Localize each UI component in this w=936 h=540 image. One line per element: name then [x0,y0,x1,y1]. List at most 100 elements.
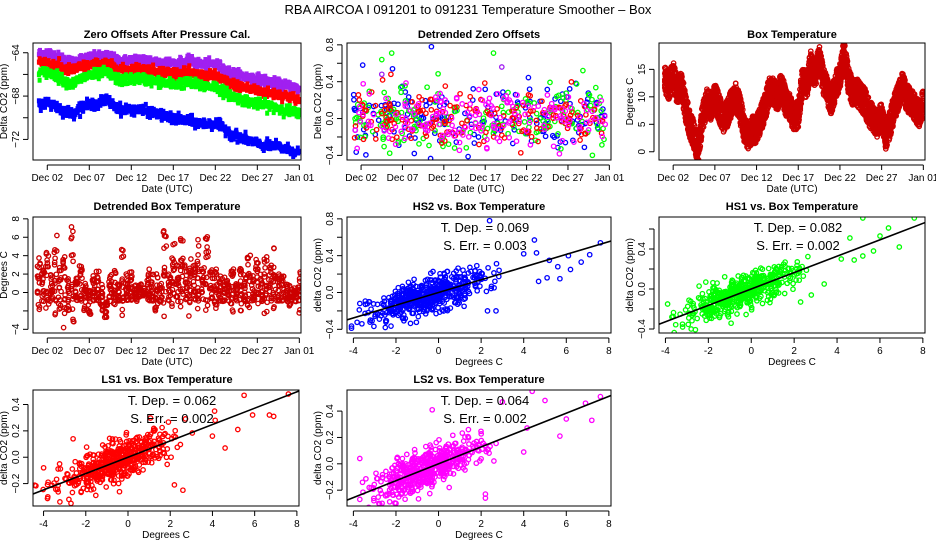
data-point-ls1 [391,120,398,127]
data-point-ls2 [368,122,374,129]
data-point-ls2 [459,101,466,107]
data-point-hs1 [589,96,595,103]
data-point-ls2 [423,121,430,127]
data-point-ls2 [456,139,463,146]
data-point-ls2 [378,71,385,78]
data-point-hs2 [235,139,240,145]
data-point-ls2 [456,147,463,154]
data-point-hs1 [56,80,61,86]
data-point-ls2 [556,150,563,157]
data-point-hs2 [81,108,86,114]
data-point-ls1 [539,98,545,105]
data-point-hs1 [397,84,404,91]
data-point-hs2 [100,101,105,107]
data-point-hs1 [381,143,387,150]
data-point-hs1 [490,50,497,56]
data-point-ls2 [402,100,408,107]
data-point-hs1 [598,107,605,114]
data-point-ls1 [481,80,488,86]
data-point-hs2 [549,132,556,139]
data-point-ls2 [433,110,440,117]
data-point-ls1 [454,104,460,110]
data-point-ls1 [408,135,414,142]
data-point-ls2 [132,59,137,65]
data-point-ls1 [387,106,394,113]
data-point-ls2 [448,115,455,122]
data-point-hs1 [241,98,246,104]
data-point-hs2 [359,62,366,68]
data-point-hs2 [243,129,248,135]
data-point-hs2 [581,144,588,151]
data-point-ls1 [295,94,300,100]
data-point-ls1 [212,68,217,74]
data-point-hs2 [375,117,382,124]
data-point-ls1 [373,126,380,133]
data-point-hs1 [580,67,586,74]
data-point-ls2 [438,134,445,141]
x-tick-label: Dec 27 [241,173,273,184]
data-point-ls1 [428,106,435,113]
data-point-ls2 [545,113,551,120]
data-point-box [686,107,693,114]
data-point-hs2 [389,65,396,72]
data-point-hs1 [440,143,446,150]
data-point-hs1 [522,96,529,102]
data-point-ls1 [147,64,152,70]
data-point-ls2 [411,111,418,117]
plot-frame [346,42,612,161]
data-point-hs2 [475,134,482,140]
data-point-box [684,99,691,106]
data-point-hs1 [589,152,596,159]
data-point-hs2 [193,125,198,131]
data-point-ls1 [417,108,424,114]
data-point-ls1 [567,112,574,119]
data-point-ls1 [498,132,505,139]
data-point-ls1 [388,71,394,78]
data-point-ls1 [423,110,429,117]
x-tick-label: Dec 07 [73,173,105,184]
data-point-ls2 [513,138,520,145]
data-point-hs1 [490,130,497,137]
data-point-hs1 [37,77,42,83]
data-point-ls2 [43,53,48,59]
data-point-ls2 [519,99,526,106]
data-point-ls2 [296,86,301,92]
data-point-hs1 [265,110,270,116]
data-point-ls2 [432,94,439,100]
data-point-hs2 [136,104,141,110]
data-point-box [698,133,705,140]
data-point-ls1 [442,120,449,127]
data-point-ls2 [496,138,503,145]
data-point-ls2 [408,126,415,133]
data-point-ls2 [498,64,505,70]
data-point-hs2 [395,101,401,108]
data-point-hs2 [405,94,412,100]
data-point-hs1 [263,96,267,102]
panel-title: Zero Offsets After Pressure Cal. [84,29,250,41]
x-tick-label: Dec 22 [511,173,543,184]
data-point-hs1 [390,106,397,113]
data-point-hs2 [482,86,489,93]
data-point-ls2 [601,113,608,120]
data-point-ls2 [571,139,577,145]
data-point-ls2 [392,123,399,130]
data-point-hs2 [351,107,358,113]
data-point-hs1 [136,72,141,78]
data-point-hs2 [46,96,51,102]
data-point-hs1 [253,97,258,102]
data-point-ls2 [262,82,267,88]
data-point-ls2 [404,120,411,126]
x-tick-label: Dec 12 [428,173,460,184]
data-point-hs1 [435,70,441,77]
data-point-hs1 [296,112,301,118]
data-point-ls1 [64,68,69,74]
data-point-ls2 [356,103,363,110]
data-point-ls1 [266,85,270,91]
data-point-hs1 [463,144,470,151]
data-point-hs2 [274,137,278,143]
data-point-ls2 [403,80,409,86]
data-point-ls1 [467,93,474,100]
data-point-hs1 [222,92,227,98]
y-tick-label: 0.4 [325,74,336,88]
